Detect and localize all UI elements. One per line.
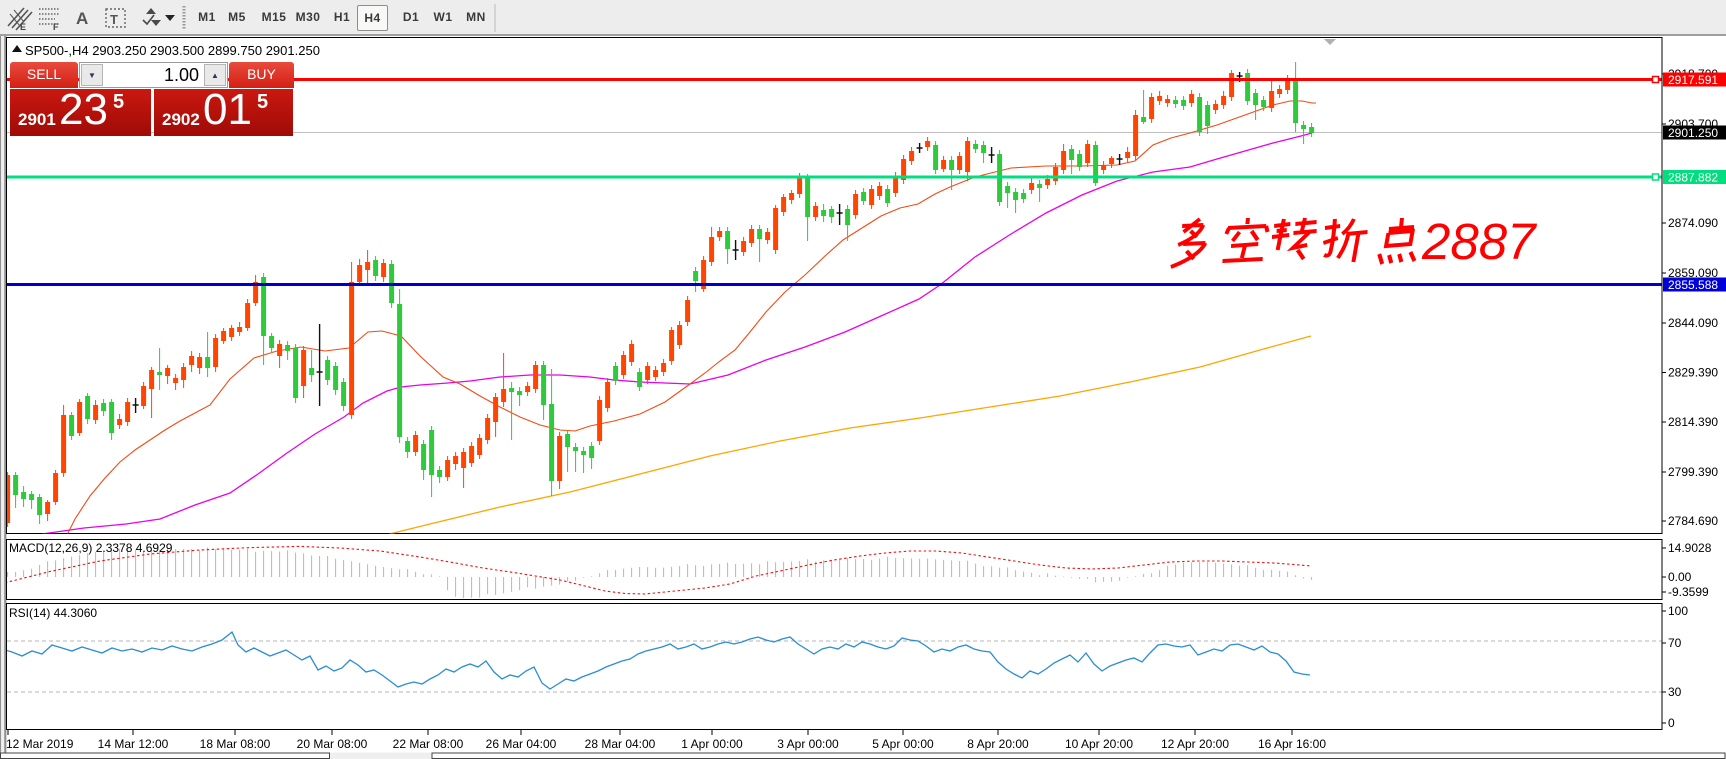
svg-text:RSI(14) 44.3060: RSI(14) 44.3060 [9,606,97,620]
svg-text:14 Mar 12:00: 14 Mar 12:00 [98,737,169,751]
svg-text:22 Mar 08:00: 22 Mar 08:00 [393,737,464,751]
svg-text:2784.690: 2784.690 [1668,514,1718,528]
svg-text:E: E [20,22,26,32]
svg-text:5 Apr 00:00: 5 Apr 00:00 [872,737,934,751]
svg-text:26 Mar 04:00: 26 Mar 04:00 [486,737,557,751]
svg-text:2859.090: 2859.090 [1668,266,1718,280]
svg-text:F: F [53,22,59,32]
svg-text:0.00: 0.00 [1668,570,1692,584]
svg-text:20 Mar 08:00: 20 Mar 08:00 [297,737,368,751]
svg-text:MACD(12,26,9) 2.3378 4.6929: MACD(12,26,9) 2.3378 4.6929 [9,541,173,555]
svg-text:2829.390: 2829.390 [1668,366,1718,380]
svg-text:12 Mar 2019: 12 Mar 2019 [6,737,74,751]
svg-text:3 Apr 00:00: 3 Apr 00:00 [777,737,839,751]
svg-text:28 Mar 04:00: 28 Mar 04:00 [585,737,656,751]
svg-text:100: 100 [1668,604,1688,618]
svg-text:30: 30 [1668,685,1682,699]
svg-text:0: 0 [1668,716,1675,730]
svg-text:SP500-,H4 2903.250 2903.500 2: SP500-,H4 2903.250 2903.500 2899.750 290… [25,43,320,58]
svg-text:8 Apr 20:00: 8 Apr 20:00 [967,737,1029,751]
svg-text:-9.3599: -9.3599 [1668,585,1709,599]
svg-text:A: A [76,9,88,28]
svg-text:T: T [110,12,118,27]
svg-text:18 Mar 08:00: 18 Mar 08:00 [200,737,271,751]
svg-text:16 Apr 16:00: 16 Apr 16:00 [1258,737,1326,751]
svg-text:14.9028: 14.9028 [1668,541,1712,555]
svg-text:2855.588: 2855.588 [1668,278,1718,292]
svg-text:2901.250: 2901.250 [1668,126,1718,140]
svg-text:2814.390: 2814.390 [1668,415,1718,429]
svg-text:10 Apr 20:00: 10 Apr 20:00 [1065,737,1133,751]
svg-text:12 Apr 20:00: 12 Apr 20:00 [1161,737,1229,751]
svg-text:2874.090: 2874.090 [1668,216,1718,230]
svg-text:1 Apr 00:00: 1 Apr 00:00 [681,737,743,751]
svg-text:2887: 2887 [1421,213,1537,270]
svg-text:70: 70 [1668,636,1682,650]
svg-text:2844.090: 2844.090 [1668,316,1718,330]
svg-text:2887.882: 2887.882 [1668,171,1718,185]
svg-text:2799.390: 2799.390 [1668,465,1718,479]
svg-text:2917.591: 2917.591 [1668,73,1718,87]
